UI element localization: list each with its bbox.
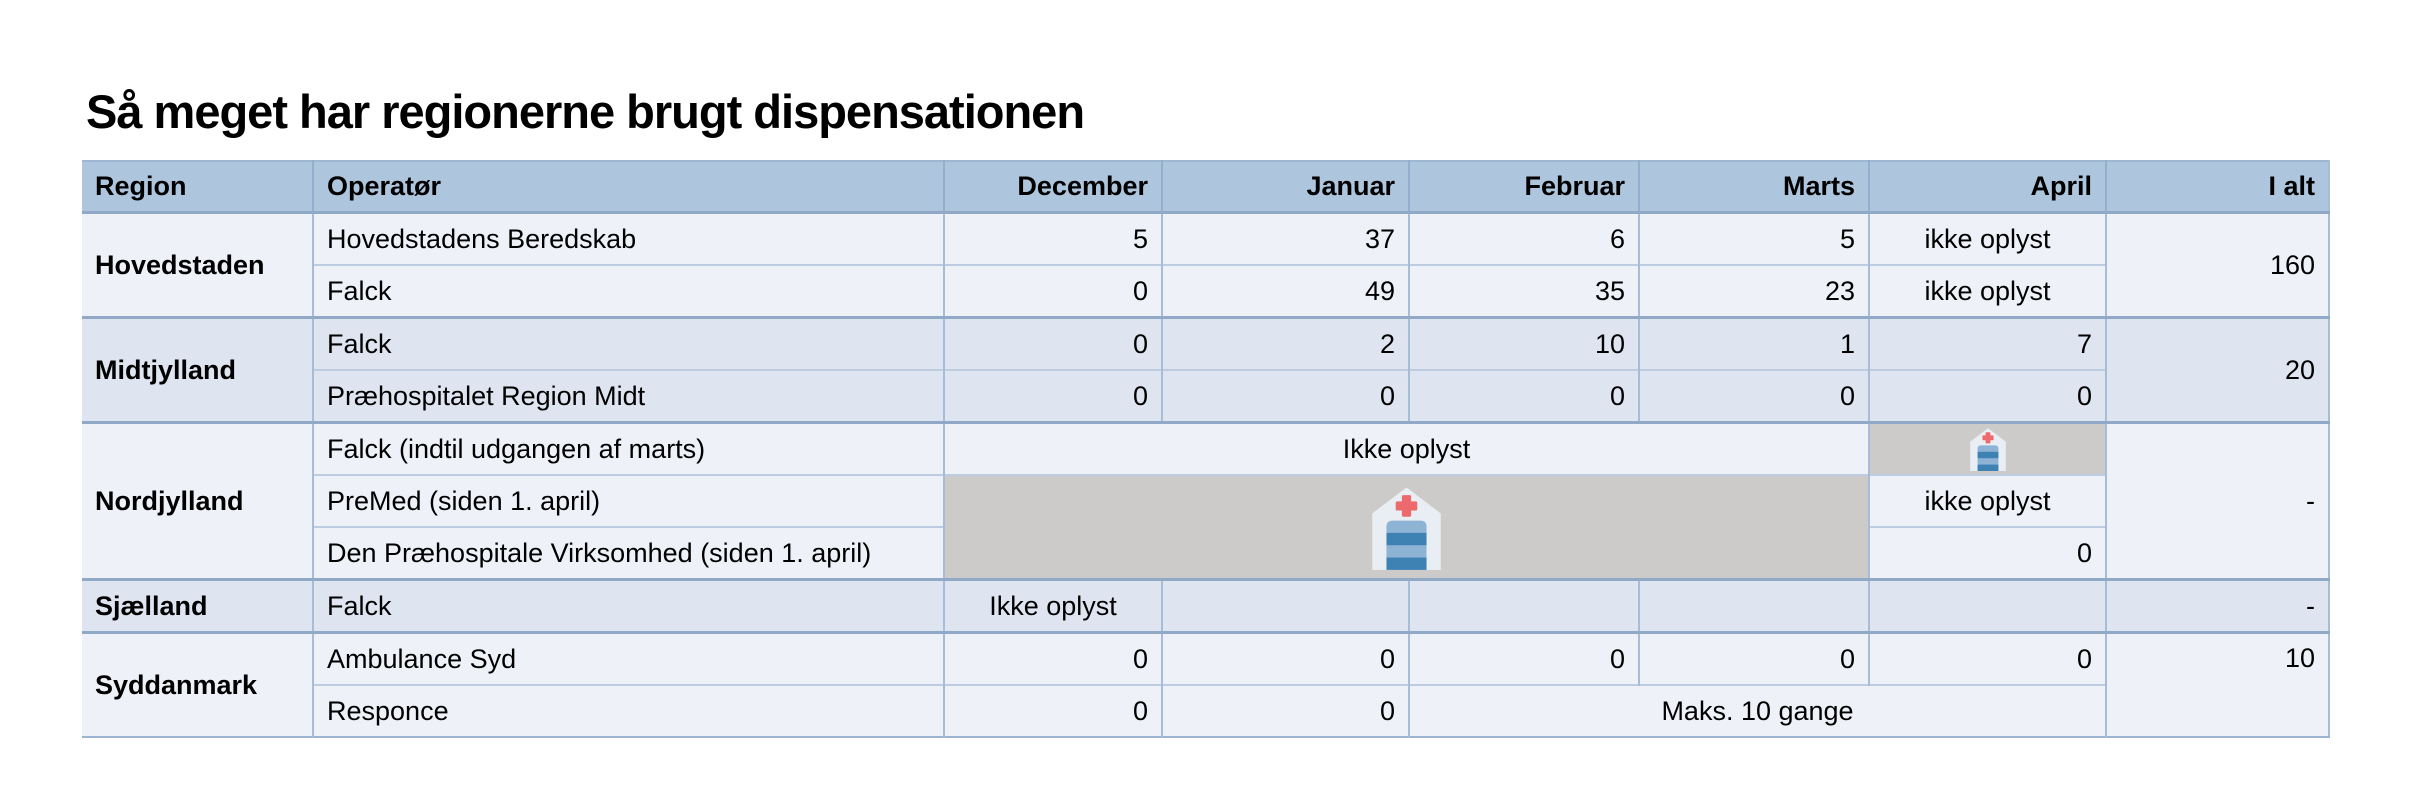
- operator-cell: Falck: [312, 316, 944, 370]
- value-cell: ikke oplyst: [1868, 474, 2106, 527]
- value-cell: 0: [1868, 369, 2106, 423]
- value-cell: 1: [1638, 316, 1869, 370]
- table-row: Responce 0 0 Maks. 10 gange: [82, 684, 2329, 737]
- value-cell: 0: [943, 369, 1162, 423]
- value-cell: 37: [1161, 211, 1409, 265]
- value-cell: 23: [1638, 264, 1869, 318]
- value-cell: 5: [943, 211, 1162, 265]
- value-cell: 0: [943, 684, 1162, 737]
- value-cell: 0: [1161, 631, 1409, 685]
- value-cell: 0: [1161, 369, 1409, 423]
- operator-cell: Hovedstadens Beredskab: [312, 211, 944, 265]
- value-cell-empty: [1638, 578, 1869, 633]
- value-cell: 49: [1161, 264, 1409, 318]
- operator-cell: Falck: [312, 578, 944, 633]
- table-row: Syddanmark Ambulance Syd 0 0 0 0 0 10: [82, 631, 2329, 737]
- value-cell: ikke oplyst: [1868, 264, 2106, 318]
- operator-cell: PreMed (siden 1. april): [312, 474, 944, 527]
- header-cell-region: Region: [82, 161, 313, 214]
- operator-cell: Ambulance Syd: [312, 631, 944, 685]
- table-row: Præhospitalet Region Midt 0 0 0 0 0: [82, 369, 2329, 423]
- value-cell: 6: [1408, 211, 1639, 265]
- value-cell-empty: [1868, 578, 2106, 633]
- value-span-cell: Ikke oplyst: [943, 421, 1869, 475]
- total-value: 10: [2284, 643, 2315, 673]
- value-cell: 35: [1408, 264, 1639, 318]
- region-cell-syddanmark: Syddanmark: [82, 631, 313, 737]
- operator-cell: Falck: [312, 264, 944, 318]
- value-cell: 0: [1868, 631, 2106, 685]
- region-cell-hovedstaden: Hovedstaden: [82, 211, 313, 318]
- value-cell: 10: [1408, 316, 1639, 370]
- table-row: Hovedstaden Hovedstadens Beredskab 5 37 …: [82, 211, 2329, 318]
- value-cell: 0: [1161, 684, 1409, 737]
- region-cell-sjaelland: Sjælland: [82, 578, 313, 633]
- value-cell-icon: [1868, 421, 2106, 475]
- total-cell: -: [2105, 578, 2329, 633]
- table-row: Den Præhospitale Virksomhed (siden 1. ap…: [82, 526, 2329, 580]
- total-cell: 160: [2105, 211, 2329, 318]
- value-cell: 0: [943, 264, 1162, 318]
- header-cell-januar: Januar: [1161, 161, 1409, 214]
- value-cell: 7: [1868, 316, 2106, 370]
- operator-cell: Falck (indtil udgangen af marts): [312, 421, 944, 475]
- value-cell: ikke oplyst: [1868, 211, 2106, 265]
- no-data-block: [943, 474, 1869, 580]
- value-cell-empty: [1408, 578, 1639, 633]
- value-cell: 0: [943, 316, 1162, 370]
- page-title: Så meget har regionerne brugt dispensati…: [86, 85, 1085, 138]
- operator-cell: Præhospitalet Region Midt: [312, 369, 944, 423]
- table-row: Midtjylland Falck 0 2 10 1 7 20: [82, 316, 2329, 423]
- value-cell: Ikke oplyst: [943, 578, 1162, 633]
- header-cell-marts: Marts: [1638, 161, 1869, 214]
- total-cell: 10: [2105, 631, 2329, 737]
- value-cell: 5: [1638, 211, 1869, 265]
- value-span-cell: Maks. 10 gange: [1408, 684, 2106, 737]
- value-cell: 0: [943, 631, 1162, 685]
- value-cell: 0: [1638, 631, 1869, 685]
- table-row: PreMed (siden 1. april) ikke oplyst: [82, 474, 2329, 580]
- value-cell-empty: [1161, 578, 1409, 633]
- value-cell: 0: [1868, 526, 2106, 580]
- total-cell: 20: [2105, 316, 2329, 423]
- value-cell: 0: [1408, 369, 1639, 423]
- hospital-icon: [1372, 487, 1441, 572]
- operator-cell: Responce: [312, 684, 944, 737]
- table-row: Nordjylland Falck (indtil udgangen af ma…: [82, 421, 2329, 580]
- table-row: Sjælland Falck Ikke oplyst -: [82, 578, 2329, 633]
- dispensation-table: Region Operatør December Januar Februar …: [82, 160, 2330, 738]
- table-header-row: Region Operatør December Januar Februar …: [82, 161, 2329, 214]
- header-cell-operator: Operatør: [312, 161, 944, 214]
- value-cell: 0: [1408, 631, 1639, 685]
- hospital-icon: [1969, 428, 2006, 472]
- region-cell-nordjylland: Nordjylland: [82, 421, 313, 580]
- table-row: Falck 0 49 35 23 ikke oplyst: [82, 264, 2329, 318]
- value-cell: 0: [1638, 369, 1869, 423]
- header-cell-december: December: [943, 161, 1162, 214]
- operator-cell: Den Præhospitale Virksomhed (siden 1. ap…: [312, 526, 944, 580]
- total-cell: -: [2105, 421, 2329, 580]
- value-cell: 2: [1161, 316, 1409, 370]
- header-cell-april: April: [1868, 161, 2106, 214]
- header-cell-total: I alt: [2105, 161, 2329, 214]
- header-cell-februar: Februar: [1408, 161, 1639, 214]
- region-cell-midtjylland: Midtjylland: [82, 316, 313, 423]
